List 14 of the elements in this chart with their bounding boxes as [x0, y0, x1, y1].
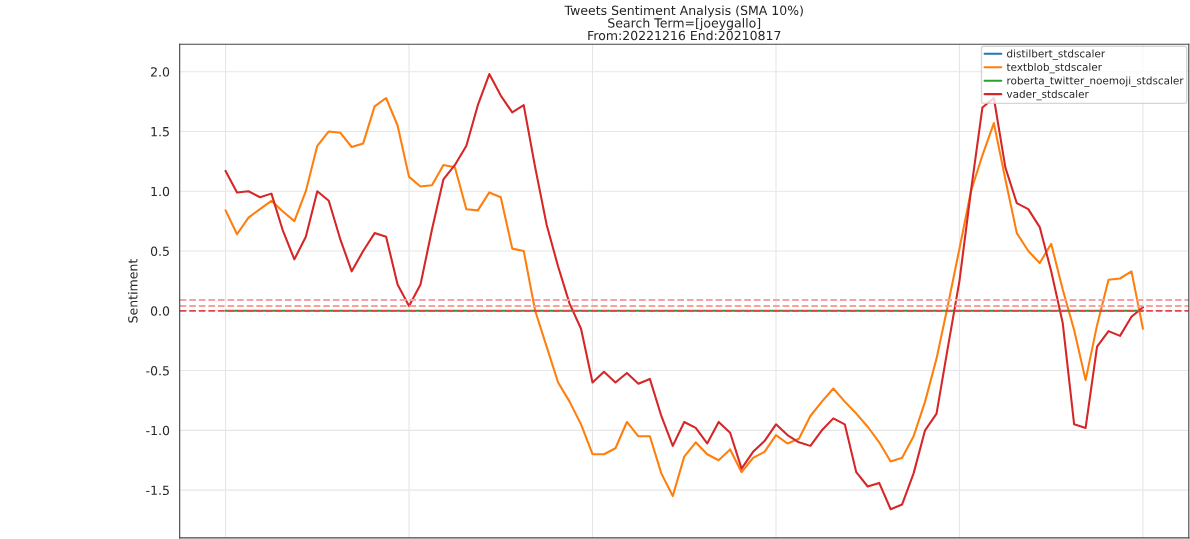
y-tick-label: 1.0	[151, 186, 170, 197]
y-tick-label: 0.0	[150, 306, 170, 316]
y-tick-label: 0.5	[150, 246, 169, 256]
y-tick-label: -0.5	[146, 366, 169, 376]
y-tick-label: -1.0	[146, 425, 170, 436]
y-tick-label: 2.0	[151, 67, 170, 77]
legend-label: vader_stdscaler	[1006, 89, 1089, 101]
y-tick-label: -1.5	[146, 485, 169, 496]
legend-label: distilbert_stdscaler	[1007, 49, 1106, 60]
legend-label: textblob_stdscaler	[1006, 62, 1102, 74]
y-tick-label: 1.5	[151, 127, 169, 137]
chart-title: Tweets Sentiment Analysis (SMA 10%) Search Term=[joeygallo] From:20221216 End:20210817	[564, 5, 803, 41]
legend-label: roberta_twitter_noemoji_stdscaler	[1007, 76, 1184, 87]
y-axis-title: Sentiment	[127, 259, 138, 323]
